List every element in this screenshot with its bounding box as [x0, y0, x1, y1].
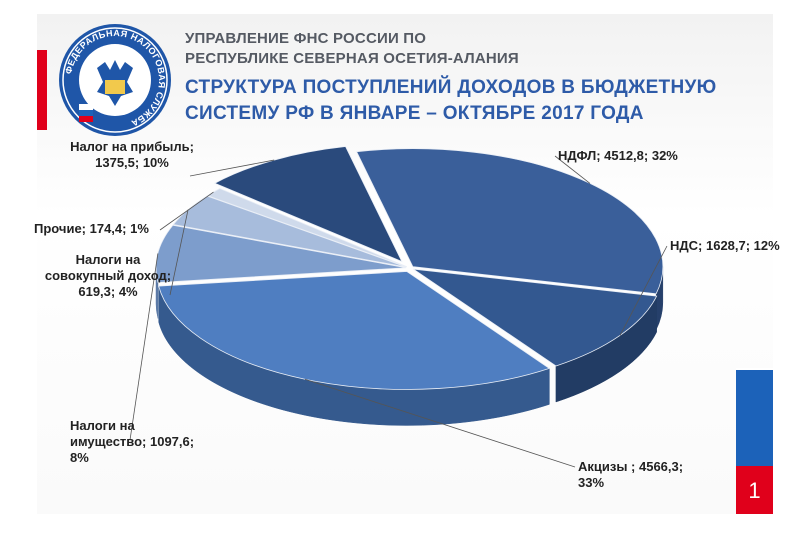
slice-label: Налоги на	[76, 252, 142, 267]
red-accent-tab	[37, 50, 47, 130]
slice-label: Акцизы ; 4566,3;	[578, 459, 683, 474]
chart-title-line-2: СИСТЕМУ РФ В ЯНВАРЕ – ОКТЯБРЕ 2017 ГОДА	[185, 103, 644, 124]
slice-label: 8%	[70, 450, 89, 465]
slice-label: Налоги на	[70, 418, 136, 433]
leader-line	[129, 253, 159, 441]
slice-label: 619,3; 4%	[78, 284, 138, 299]
slice-label: НДФЛ; 4512,8; 32%	[558, 148, 678, 163]
leader-line	[169, 209, 189, 296]
leader-line	[304, 378, 576, 468]
leader-line	[189, 159, 275, 177]
page-number: 1	[748, 478, 761, 503]
pie-slice	[155, 224, 407, 283]
chart-title-line-1: СТРУКТУРА ПОСТУПЛЕНИЙ ДОХОДОВ В БЮДЖЕТНУ…	[185, 77, 717, 98]
leader-line	[554, 155, 591, 184]
slice-label: 1375,5; 10%	[95, 155, 169, 170]
slice-label: Налог на прибыль;	[70, 139, 194, 154]
org-line-1: УПРАВЛЕНИЕ ФНС РОССИИ ПО	[185, 30, 427, 47]
org-line-2: РЕСПУБЛИКЕ СЕВЕРНАЯ ОСЕТИЯ-АЛАНИЯ	[185, 50, 519, 67]
slice-label: Прочие; 174,4; 1%	[34, 221, 149, 236]
slice-label: имущество; 1097,6;	[70, 434, 194, 449]
leader-line	[619, 245, 668, 336]
leader-line	[159, 191, 214, 231]
fns-emblem-icon: ФЕДЕРАЛЬНАЯ НАЛОГОВАЯ СЛУЖБА	[59, 24, 171, 136]
slice-label: НДС; 1628,7; 12%	[670, 238, 780, 253]
slice-label: совокупный доход;	[45, 268, 171, 283]
slice-label: 33%	[578, 475, 604, 490]
side-flag-bar	[736, 368, 773, 514]
